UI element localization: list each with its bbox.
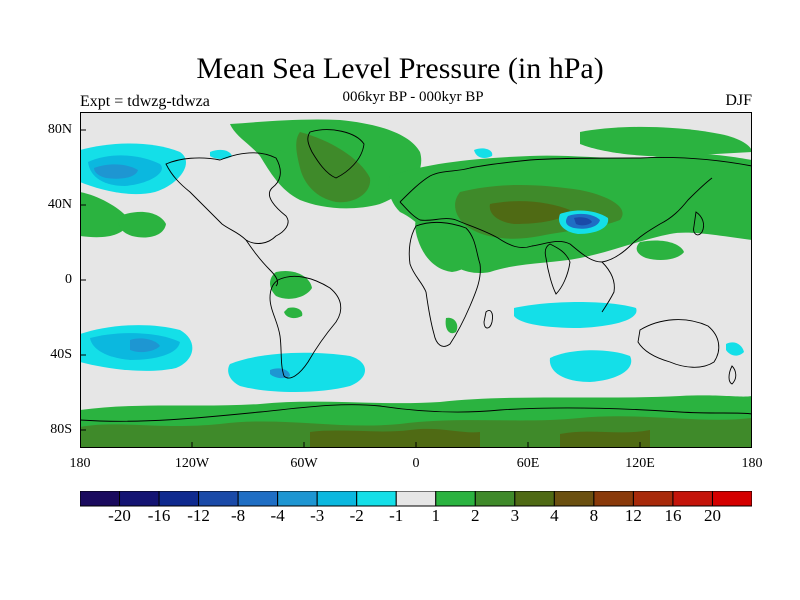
- lat-label-80n: 80N: [47, 122, 72, 137]
- colorbar-swatch: [474, 491, 516, 507]
- lat-label-0: 0: [65, 272, 72, 287]
- pressure-anomaly-map: [80, 112, 752, 448]
- lon-label-60e: 60E: [516, 456, 540, 471]
- colorbar-label: -20: [108, 506, 131, 525]
- lon-label-60w: 60W: [290, 456, 318, 471]
- colorbar-label: 3: [510, 506, 520, 525]
- colorbar-swatch: [119, 491, 160, 507]
- colorbar-swatch: [198, 491, 239, 507]
- colorbar-swatch: [158, 491, 200, 507]
- colorbar-label: -3: [310, 506, 325, 525]
- colorbar-swatch: [237, 491, 279, 507]
- colorbar: [80, 491, 752, 507]
- colorbar-label: -4: [270, 506, 285, 525]
- lat-label-40s: 40S: [50, 347, 72, 362]
- colorbar-swatch: [672, 491, 713, 507]
- lon-label-120e: 120E: [625, 456, 655, 471]
- lat-label-80s: 80S: [50, 422, 72, 437]
- colorbar-label: -16: [147, 506, 171, 525]
- colorbar-label: 8: [589, 506, 599, 525]
- colorbar-swatch: [356, 491, 397, 507]
- experiment-label: Expt = tdwzg-tdwza: [80, 93, 210, 110]
- colorbar-label: 12: [624, 506, 642, 525]
- map-subtitle: 006kyr BP - 000kyr BP: [342, 89, 484, 105]
- lon-label-0: 0: [412, 456, 420, 471]
- lon-label-180w: 180: [69, 456, 91, 471]
- colorbar-swatch: [316, 491, 358, 507]
- colorbar-label: 2: [471, 506, 480, 525]
- axis-ticks: [80, 129, 752, 448]
- colorbar-swatch: [593, 491, 634, 507]
- indian-ocean-low: [514, 302, 637, 328]
- colorbar-swatch: [395, 491, 437, 507]
- lon-label-120w: 120W: [174, 456, 210, 471]
- colorbar-swatch: [632, 491, 674, 507]
- colorbar-label: -2: [349, 506, 364, 525]
- map-title: Mean Sea Level Pressure (in hPa): [196, 52, 604, 85]
- colorbar-swatch: [277, 491, 318, 507]
- colorbar-label: -1: [389, 506, 404, 525]
- colorbar-swatch: [435, 491, 476, 507]
- lon-label-180e: 180: [741, 456, 763, 471]
- colorbar-label: 16: [664, 506, 682, 525]
- colorbar-swatch: [514, 491, 555, 507]
- season-label: DJF: [725, 92, 752, 109]
- colorbar-swatch: [553, 491, 595, 507]
- colorbar-swatch: [711, 491, 752, 507]
- colorbar-swatch: [80, 491, 121, 507]
- colorbar-label: 20: [703, 506, 721, 525]
- colorbar-label: 4: [550, 506, 559, 525]
- lat-label-40n: 40N: [47, 197, 72, 212]
- colorbar-label: -12: [187, 506, 210, 525]
- south-atlantic-low: [228, 352, 365, 392]
- colorbar-label: -8: [231, 506, 246, 525]
- colorbar-label: 1: [431, 506, 441, 525]
- coastlines: [80, 129, 752, 422]
